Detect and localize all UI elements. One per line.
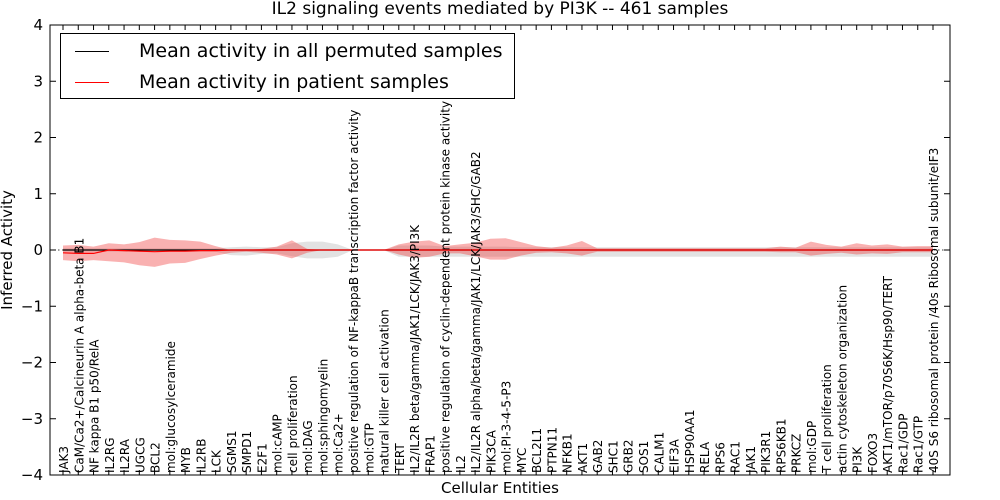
legend-entry-permuted: Mean activity in all permuted samples — [75, 38, 502, 64]
y-tick-label: 4 — [33, 16, 43, 34]
category-label: IL2/IL2R alpha/beta/gamma/JAK1/LCK/JAK3/… — [469, 151, 483, 473]
y-axis-label: Inferred Activity — [0, 190, 16, 310]
category-label: mol:DAG — [301, 420, 315, 473]
legend-entry-patient: Mean activity in patient samples — [75, 69, 449, 95]
tick-layer: 4 3 2 1 0 −1 −2 −3 −4 — [21, 16, 950, 484]
category-label: RPS6KB1 — [774, 418, 788, 473]
category-label: mol:sphingomyelin — [316, 359, 330, 473]
category-label: AKT1 — [576, 443, 590, 473]
category-label: SOS1 — [637, 441, 651, 473]
category-label: HSP90AA1 — [683, 409, 697, 473]
x-axis-label: Cellular Entities — [441, 479, 559, 497]
category-label: cell proliferation — [286, 375, 300, 473]
mean-line-patient — [62, 249, 933, 254]
category-label: mol:glucosylceramide — [164, 341, 178, 473]
category-label: Rac1/GDP — [896, 414, 910, 473]
category-label: SGMS1 — [225, 430, 239, 473]
category-label: natural killer cell activation — [378, 309, 392, 473]
category-label: IL2RA — [118, 438, 132, 473]
category-label: mol:PI-3-4-5-P3 — [500, 381, 514, 473]
line-layer — [50, 249, 950, 254]
y-tick-label: 2 — [33, 129, 43, 147]
category-label: mol:Ca2+ — [332, 413, 346, 473]
category-label: T cell proliferation — [820, 364, 834, 474]
category-label: RAC1 — [729, 441, 743, 473]
category-label: CaM/Ca2+/Calcineurin A alpha-beta B1 — [72, 238, 86, 473]
category-label: CALM1 — [652, 432, 666, 473]
y-tick-label: 3 — [33, 72, 43, 90]
category-label: PI3K — [851, 446, 865, 473]
category-label: PTPN11 — [545, 427, 559, 473]
category-label: FRAP1 — [423, 435, 437, 473]
category-label: BCL2 — [149, 442, 163, 473]
legend-label-patient: Mean activity in patient samples — [139, 71, 449, 93]
category-label-layer: JAK3 CaM/Ca2+/Calcineurin A alpha-beta B1… — [57, 101, 941, 474]
category-label: IL2RB — [194, 439, 208, 473]
category-label: FOXO3 — [866, 433, 880, 473]
category-label: mol:GTP — [362, 423, 376, 473]
category-label: IL2/IL2R beta/gamma/JAK1/LCK/JAK3/PI3K — [408, 224, 422, 473]
category-label: RPS6 — [713, 442, 727, 473]
category-label: Rac1/GTP — [912, 416, 926, 473]
category-label: LCK — [210, 449, 224, 473]
category-label: mol:cAMP — [271, 414, 285, 473]
category-label: BCL2L1 — [530, 428, 544, 473]
category-label: SMPD1 — [240, 431, 254, 473]
category-label: NFKB1 — [561, 433, 575, 473]
y-tick-label: −2 — [21, 354, 43, 372]
y-tick-label: 0 — [33, 241, 43, 259]
category-label: positive regulation of cyclin-dependent … — [439, 101, 453, 473]
legend: Mean activity in all permuted samples Me… — [60, 33, 515, 99]
category-label: SHC1 — [606, 440, 620, 473]
chart-title: IL2 signaling events mediated by PI3K --… — [272, 0, 729, 19]
y-tick-label: −4 — [21, 466, 43, 484]
category-label: IL2RG — [103, 438, 117, 474]
category-label: UGCG — [133, 437, 147, 473]
category-label: GRB2 — [622, 439, 636, 473]
category-label: IL2 — [454, 455, 468, 473]
category-label: 40S S6 ribosomal protein /40s Ribosomal … — [927, 148, 941, 473]
legend-swatch-patient — [75, 81, 109, 83]
category-label: GAB2 — [591, 440, 605, 473]
category-label: MYC — [515, 448, 529, 473]
category-label: TERT — [393, 443, 407, 474]
legend-swatch-permuted — [75, 50, 109, 52]
category-label: NF kappa B1 p50/RelA — [88, 339, 102, 473]
category-label: JAK1 — [744, 446, 758, 474]
y-tick-label: −1 — [21, 297, 43, 315]
category-label: PRKCZ — [790, 434, 804, 473]
category-label: E2F1 — [255, 443, 269, 473]
category-label: JAK3 — [57, 446, 71, 474]
band-layer — [63, 237, 933, 267]
category-label: actin cytoskeleton organization — [835, 285, 849, 473]
category-label: RELA — [698, 441, 712, 473]
y-tick-label: −3 — [21, 410, 43, 428]
category-label: EIF3A — [668, 438, 682, 473]
category-label: PIK3R1 — [759, 431, 773, 473]
y-tick-label: 1 — [33, 185, 43, 203]
category-label: positive regulation of NF-kappaB transcr… — [347, 110, 361, 473]
category-label: MYB — [179, 447, 193, 473]
category-label: PIK3CA — [484, 429, 498, 473]
legend-label-permuted: Mean activity in all permuted samples — [139, 40, 503, 62]
category-label: AKT1/mTOR/p70S6K/Hsp90/TERT — [881, 275, 895, 473]
band-patient — [63, 237, 933, 267]
category-label: mol:GDP — [805, 421, 819, 473]
